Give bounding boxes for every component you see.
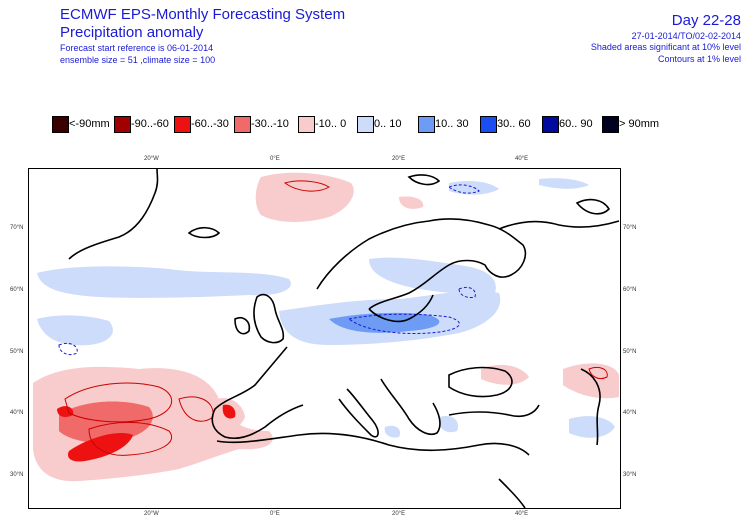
coast-arctic-islands	[407, 174, 441, 186]
legend-label: -10.. 0	[315, 118, 347, 130]
legend-swatch	[174, 116, 191, 133]
legend-swatch	[602, 116, 619, 133]
contour-blue-1	[347, 313, 460, 334]
red-area-strong-1	[67, 432, 133, 462]
legend-swatch	[480, 116, 497, 133]
negative-anomaly-mid-shading	[59, 401, 153, 443]
coast-baltic	[368, 294, 434, 323]
coast-caspian	[580, 368, 601, 446]
legend-swatch	[52, 116, 69, 133]
legend-label: 10.. 30	[435, 118, 469, 130]
lon-label-top-20w: 20°W	[144, 156, 159, 162]
coast-black-sea	[448, 366, 513, 398]
lon-label-top-0e: 0°E	[270, 156, 280, 162]
blue-area-east	[569, 416, 615, 438]
day-range-title: Day 22-28	[671, 12, 741, 29]
blue-area-med-2	[438, 415, 459, 433]
lat-label-right-70n: 70°N	[623, 225, 637, 231]
lat-label-left-40n: 40°N	[10, 410, 24, 416]
legend-label: 30.. 60	[497, 118, 531, 130]
forecast-system-title: ECMWF EPS-Monthly Forecasting System	[60, 6, 346, 23]
blue-area-far-north	[539, 178, 589, 189]
coast-france-iberia	[211, 346, 304, 440]
blue-area-north-atlantic	[37, 266, 291, 298]
lon-label-bottom-40e: 40°E	[515, 511, 529, 517]
contour-red-2	[88, 422, 172, 456]
red-area-norway-sea	[399, 196, 424, 209]
lat-label-right-50n: 50°N	[623, 349, 637, 355]
legend-label: > 90mm	[619, 118, 660, 130]
lon-label-bottom-20w: 20°W	[144, 511, 159, 517]
lat-label-left-50n: 50°N	[10, 349, 24, 355]
lon-label-bottom-0e: 0°E	[270, 511, 280, 517]
red-area-caspian	[563, 363, 619, 399]
legend-label: 0.. 10	[374, 118, 402, 130]
lat-label-left-60n: 60°N	[10, 287, 24, 293]
coast-turkey	[448, 404, 540, 418]
lon-label-top-40e: 40°E	[515, 156, 529, 162]
coast-british-isles	[253, 293, 285, 344]
lon-label-bottom-20e: 20°E	[392, 511, 406, 517]
coast-red-sea	[498, 478, 526, 508]
variable-title: Precipitation anomaly	[60, 24, 204, 41]
contour-blue-3	[447, 184, 480, 194]
red-area-arctic	[255, 172, 354, 222]
legend-swatch	[234, 116, 251, 133]
lat-label-right-30n: 30°N	[623, 472, 637, 478]
legend-swatch	[298, 116, 315, 133]
ensemble-size-text: ensemble size = 51 ,climate size = 100	[60, 55, 216, 65]
coast-italy	[338, 388, 379, 438]
coastlines	[68, 169, 620, 508]
coast-iceland	[187, 226, 221, 239]
lat-label-left-30n: 30°N	[10, 472, 24, 478]
contour-red-1	[64, 382, 173, 423]
coast-balkans-greece	[380, 378, 441, 435]
contour-blue-4	[458, 286, 476, 298]
precipitation-anomaly-map	[28, 168, 621, 509]
blue-area-west-europe	[37, 315, 113, 346]
coast-greenland	[68, 169, 159, 260]
contour-significance-note: Contours at 1% level	[657, 54, 741, 64]
legend-label: <-90mm	[69, 118, 110, 130]
red-area-black-sea	[481, 364, 529, 385]
legend-swatch	[542, 116, 559, 133]
legend-label: -90..-60	[131, 118, 169, 130]
red-area-atlantic-core	[59, 401, 153, 443]
coast-novaya-zemlya	[575, 198, 611, 215]
legend-label: -30..-10	[251, 118, 289, 130]
legend-swatch	[418, 116, 435, 133]
lon-label-top-20e: 20°E	[392, 156, 406, 162]
shaded-significance-note: Shaded areas significant at 10% level	[590, 42, 741, 52]
lat-label-right-40n: 40°N	[623, 410, 637, 416]
lat-label-right-60n: 60°N	[623, 287, 637, 293]
lat-label-left-70n: 70°N	[10, 225, 24, 231]
significance-contours	[58, 180, 608, 456]
contour-red-5	[588, 366, 608, 380]
coast-russia-north	[498, 220, 620, 230]
red-area-strong-iberia	[222, 404, 236, 419]
coast-ireland	[234, 316, 251, 335]
negative-anomaly-strong-shading	[57, 404, 236, 462]
blue-area-med-1	[384, 425, 401, 438]
legend-label: 60.. 90	[559, 118, 593, 130]
contour-red-4	[283, 180, 330, 192]
date-range-text: 27-01-2014/TO/02-02-2014	[631, 31, 741, 41]
coast-north-africa	[216, 432, 530, 456]
map-canvas	[33, 169, 620, 508]
legend-swatch	[114, 116, 131, 133]
legend-label: -60..-30	[191, 118, 229, 130]
red-area-strong-2	[57, 406, 74, 417]
blue-area-scandinavia	[369, 257, 496, 294]
coast-scandinavia	[316, 218, 527, 310]
contour-blue-2	[58, 342, 78, 356]
legend-swatch	[357, 116, 374, 133]
forecast-start-text: Forecast start reference is 06-01-2014	[60, 43, 214, 53]
